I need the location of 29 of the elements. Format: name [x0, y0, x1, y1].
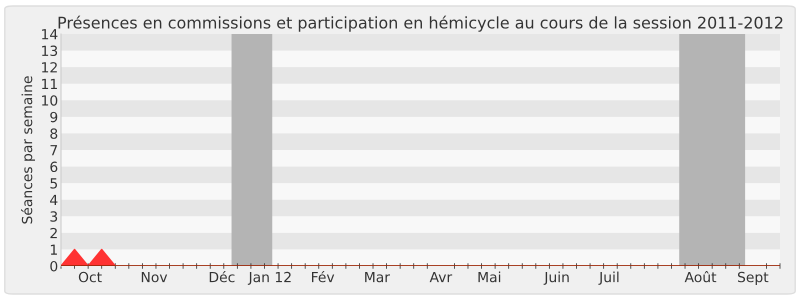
y-tick-label: 10	[42, 95, 58, 106]
x-tick-label: Fév	[312, 271, 334, 282]
y-axis-title: Séances par semaine	[20, 76, 35, 224]
y-tick-label: 6	[50, 162, 58, 172]
y-tick-label: 11	[42, 78, 57, 89]
x-tick-label: Nov	[142, 272, 168, 282]
y-tick-label: 1	[50, 244, 57, 255]
y-tick-label: 14	[42, 29, 58, 40]
x-tick-label: Oct	[78, 272, 102, 282]
y-tick-label: 5	[50, 178, 58, 189]
x-tick-label: Août	[684, 271, 716, 282]
y-tick-label: 8	[50, 128, 58, 139]
y-tick-label: 9	[50, 112, 58, 122]
y-tick-label: 3	[50, 211, 58, 222]
x-tick-label: Juin	[544, 272, 569, 285]
chart-title: Présences en commissions et participation en hémicycle au cours de la session 2011-2012	[58, 16, 782, 32]
x-tick-label: Déc	[210, 271, 234, 282]
y-tick-label: 4	[50, 194, 58, 205]
x-tick-label: Sept	[738, 272, 768, 285]
x-tick-label: Mai	[478, 272, 500, 282]
x-tick-label: Avr	[430, 272, 452, 282]
y-tick-label: 13	[42, 46, 58, 56]
y-tick-label: 12	[42, 62, 57, 72]
y-tick-label: 0	[50, 260, 58, 272]
x-tick-label: Mar	[365, 272, 390, 282]
y-tick-label: 7	[50, 145, 58, 156]
x-tick-label: Juil	[598, 272, 618, 285]
x-tick-label: Jan 12	[248, 272, 291, 285]
y-tick-label: 2	[50, 228, 57, 238]
